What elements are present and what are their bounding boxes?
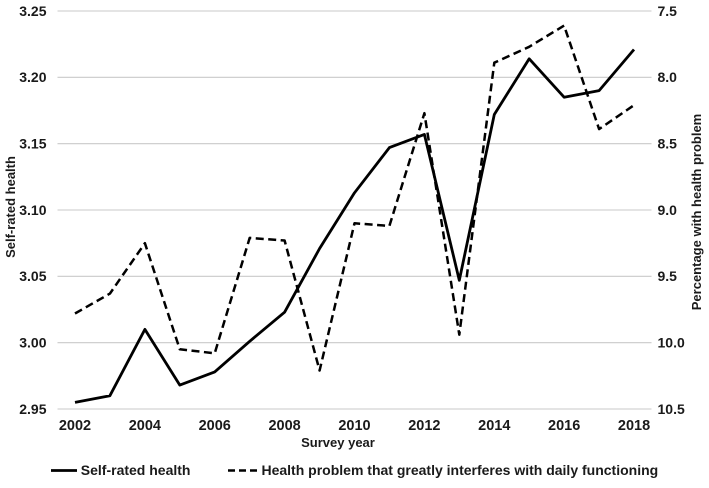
left-axis-tick-label: 3.20 (19, 69, 46, 85)
right-axis-tick-label: 8.5 (658, 136, 678, 152)
gridlines-layer (57, 10, 652, 410)
right-axis-tick-label: 7.5 (658, 3, 678, 19)
x-axis-title: Survey year (301, 435, 375, 450)
x-axis-tick-label: 2016 (548, 418, 580, 434)
right-axis-tick-label: 10.5 (658, 401, 685, 417)
right-axis-tick-label: 9.5 (658, 268, 678, 284)
left-axis-tick-label: 3.15 (19, 136, 46, 152)
chart-plot-area: 3.25 3.20 3.15 3.10 3.05 3.00 2.95 7.5 8.0 8.5 9.… (3, 3, 704, 450)
left-axis-title: Self-rated health (3, 156, 18, 258)
x-axis-tick-label: 2010 (338, 418, 370, 434)
x-axis-tick-labels: 2002 2004 2006 2008 2010 2012 2014 2016 2018 (59, 418, 650, 434)
left-axis-tick-label: 3.00 (19, 335, 46, 351)
chart-legend: Self-rated health Health problem that gr… (0, 456, 709, 484)
series-line-health-problem (74, 24, 635, 372)
x-axis-tick-label: 2014 (478, 418, 510, 434)
series-line-self-rated-health (74, 48, 636, 404)
solid-line-swatch-icon (50, 468, 77, 472)
x-axis-tick-label: 2004 (129, 418, 161, 434)
x-axis-tick-label: 2008 (268, 418, 300, 434)
x-axis-tick-label: 2018 (618, 418, 650, 434)
x-axis-tick-label: 2012 (408, 418, 440, 434)
right-axis-tick-label: 9.0 (658, 202, 678, 218)
legend-label-health-problem: Health problem that greatly interferes w… (261, 462, 659, 478)
left-axis-tick-label: 3.25 (19, 3, 46, 19)
legend-item-health-problem: Health problem that greatly interferes w… (228, 462, 658, 478)
left-axis-tick-labels: 3.25 3.20 3.15 3.10 3.05 3.00 2.95 (19, 3, 46, 417)
right-axis-tick-label: 10.0 (658, 335, 685, 351)
legend-item-self-rated-health: Self-rated health (50, 462, 191, 478)
right-axis-title: Percentage with health problem (689, 114, 704, 311)
left-axis-tick-label: 3.10 (19, 202, 46, 218)
right-axis-tick-labels: 7.5 8.0 8.5 9.0 9.5 10.0 10.5 (658, 3, 685, 417)
right-axis-tick-label: 8.0 (658, 69, 678, 85)
left-axis-tick-label: 3.05 (19, 268, 46, 284)
x-axis-tick-label: 2006 (199, 418, 231, 434)
left-axis-tick-label: 2.95 (19, 401, 46, 417)
data-series-layer (74, 24, 636, 404)
dashed-line-swatch-icon (228, 468, 258, 472)
legend-label-self-rated-health: Self-rated health (80, 462, 191, 478)
x-axis-tick-label: 2002 (59, 418, 91, 434)
